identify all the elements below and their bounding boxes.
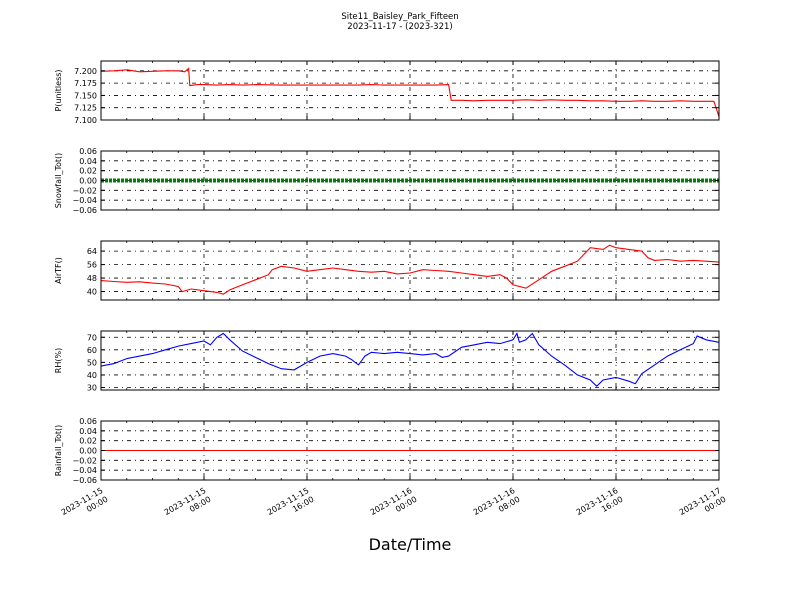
y-tick-label: −0.02 [72, 456, 97, 465]
y-tick-label: 0.00 [79, 447, 97, 456]
y-tick-label: 40 [87, 371, 97, 380]
y-tick-label: 7.100 [74, 116, 97, 125]
y-axis-label: Snowfall_Tot() [54, 153, 63, 209]
y-tick-label: 40 [87, 288, 97, 297]
y-tick-label: 64 [87, 247, 97, 256]
y-tick-label: 0.04 [79, 427, 97, 436]
y-tick-label: 70 [87, 333, 97, 342]
y-tick-label: 0.04 [79, 157, 97, 166]
y-tick-label: 48 [87, 274, 97, 283]
y-tick-label: 7.175 [74, 79, 97, 88]
y-tick-label: 60 [87, 346, 97, 355]
series-line [100, 244, 720, 295]
chart-title: Site11_Baisley_Park_Fifteen [341, 12, 458, 22]
y-tick-label: 7.150 [74, 91, 97, 100]
y-tick-label: −0.06 [72, 476, 97, 485]
series-line [100, 67, 720, 117]
y-tick-label: −0.02 [72, 186, 97, 195]
y-axis-label: AirTF() [54, 257, 63, 284]
panel-1: 7.100 7.125 7.150 7.175 7.200 P(unitless) [54, 60, 720, 125]
y-tick-label: 0.02 [79, 437, 97, 446]
y-tick-label: 0.02 [79, 167, 97, 176]
y-tick-label: 50 [87, 358, 97, 367]
y-tick-label: 0.06 [79, 417, 97, 426]
y-tick-label: 56 [87, 261, 97, 270]
y-tick-label: −0.04 [72, 466, 97, 475]
y-axis-label: P(unitless) [54, 69, 63, 111]
panel-4: 30 40 50 60 70 RH(%) [54, 330, 720, 392]
y-tick-label: 0.06 [79, 147, 97, 156]
panel-3: 40 48 56 64 AirTF() [54, 240, 720, 301]
y-tick-label: 30 [87, 383, 97, 392]
chart-subtitle: 2023-11-17 - (2023-321) [347, 22, 452, 32]
panel-2: −0.06−0.04−0.020.000.020.040.06 Snowfall_… [54, 147, 720, 215]
chart-panels: 7.100 7.125 7.150 7.175 7.200 P(unitless) −0.0… [54, 60, 720, 485]
y-tick-label: 7.125 [74, 104, 97, 113]
y-axis-label: RH(%) [54, 348, 63, 373]
x-axis-label: Date/Time [369, 535, 452, 554]
series-line [100, 332, 720, 387]
y-tick-label: −0.04 [72, 196, 97, 205]
y-tick-label: −0.06 [72, 206, 97, 215]
y-tick-label: 7.200 [74, 67, 97, 76]
y-axis-label: Rainfall_Tot() [54, 425, 63, 477]
panel-5: −0.06−0.04−0.020.000.020.040.06 Rainfall_… [54, 417, 720, 485]
y-tick-label: 0.00 [79, 177, 97, 186]
